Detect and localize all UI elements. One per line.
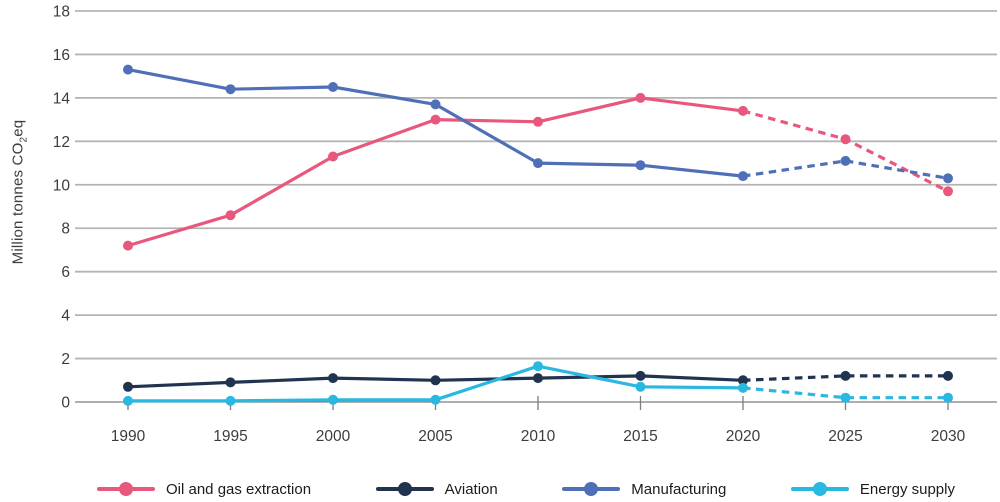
y-tick-label: 10 [53,177,71,194]
data-point-oil-and-gas-extraction [943,186,953,197]
series-projection-line-aviation [742,374,948,382]
data-point-energy-supply [943,392,953,403]
legend-label: Manufacturing [631,480,727,498]
x-tick-label: 2015 [623,428,657,445]
data-point-oil-and-gas-extraction [635,92,646,103]
data-point-aviation [738,375,748,386]
data-point-aviation [430,375,441,386]
data-point-oil-and-gas-extraction [840,134,851,145]
data-point-manufacturing [943,173,953,184]
x-tick-label: 2010 [521,428,556,445]
legend-label: Energy supply [859,480,955,498]
chart-legend: Oil and gas extraction Aviation Manufact… [97,478,955,500]
y-tick-label: 8 [61,221,70,238]
x-tick-label: 2020 [726,428,761,445]
data-point-oil-and-gas-extraction [430,114,441,125]
data-point-aviation [943,370,953,381]
y-tick-label: 14 [53,90,71,107]
data-point-aviation [533,373,543,384]
data-point-manufacturing [738,171,748,182]
data-point-aviation [328,373,338,384]
data-point-manufacturing [840,155,851,166]
y-tick-label: 12 [53,134,70,151]
data-point-energy-supply [840,392,851,403]
data-point-manufacturing [225,84,236,95]
legend-item-oil-and-gas-extraction: Oil and gas extraction [97,481,311,498]
energy-supply-legend-marker-icon [790,482,849,496]
data-point-aviation [225,377,236,388]
data-point-manufacturing [123,64,133,75]
oil-and-gas-legend-marker-icon [97,482,155,496]
data-point-manufacturing [635,160,646,171]
data-point-aviation [123,381,133,392]
aviation-legend-marker-icon [375,482,434,496]
data-point-manufacturing [328,82,338,92]
data-point-energy-supply [328,394,338,405]
y-tick-label: 16 [53,47,70,64]
series-projection-line-oil-and-gas-extraction [742,109,949,193]
y-tick-label: 0 [61,395,70,412]
legend-item-energy-supply: Energy supply [790,480,955,498]
data-point-energy-supply [225,395,236,406]
legend-item-manufacturing: Manufacturing [562,481,726,498]
data-point-aviation [635,370,646,381]
co2-line-chart: 0 2 4 6 8 10 12 14 16 18 1990 1995 2000 2005 2010 2015 2… [53,4,997,445]
legend-label: Aviation [444,480,498,498]
data-point-oil-and-gas-extraction [533,116,543,127]
x-tick-label: 2030 [931,428,966,445]
data-point-manufacturing [430,99,441,110]
legend-item-aviation: Aviation [375,480,498,498]
data-point-energy-supply [635,381,646,392]
x-tick-label: 2000 [316,428,351,445]
data-point-energy-supply [430,394,441,405]
y-tick-label: 4 [61,308,70,325]
y-tick-label: 6 [61,264,70,281]
data-point-aviation [840,370,851,381]
x-tick-label: 1995 [213,428,247,445]
data-point-oil-and-gas-extraction [738,105,748,116]
x-tick-label: 1990 [111,428,146,445]
series-projection-line-energy-supply [742,386,948,400]
x-tick-label: 2005 [418,428,452,445]
data-point-energy-supply [533,361,543,372]
legend-label: Oil and gas extraction [166,480,312,498]
data-point-energy-supply [738,382,748,393]
data-point-manufacturing [533,158,543,169]
y-tick-label: 18 [53,4,70,21]
y-tick-label: 2 [61,351,70,368]
manufacturing-legend-marker-icon [562,482,621,496]
x-tick-label: 2025 [828,428,862,445]
data-point-oil-and-gas-extraction [328,151,338,162]
data-point-energy-supply [123,395,133,406]
data-point-oil-and-gas-extraction [225,210,236,221]
series-projection-line-manufacturing [742,159,949,180]
data-point-oil-and-gas-extraction [123,240,133,251]
